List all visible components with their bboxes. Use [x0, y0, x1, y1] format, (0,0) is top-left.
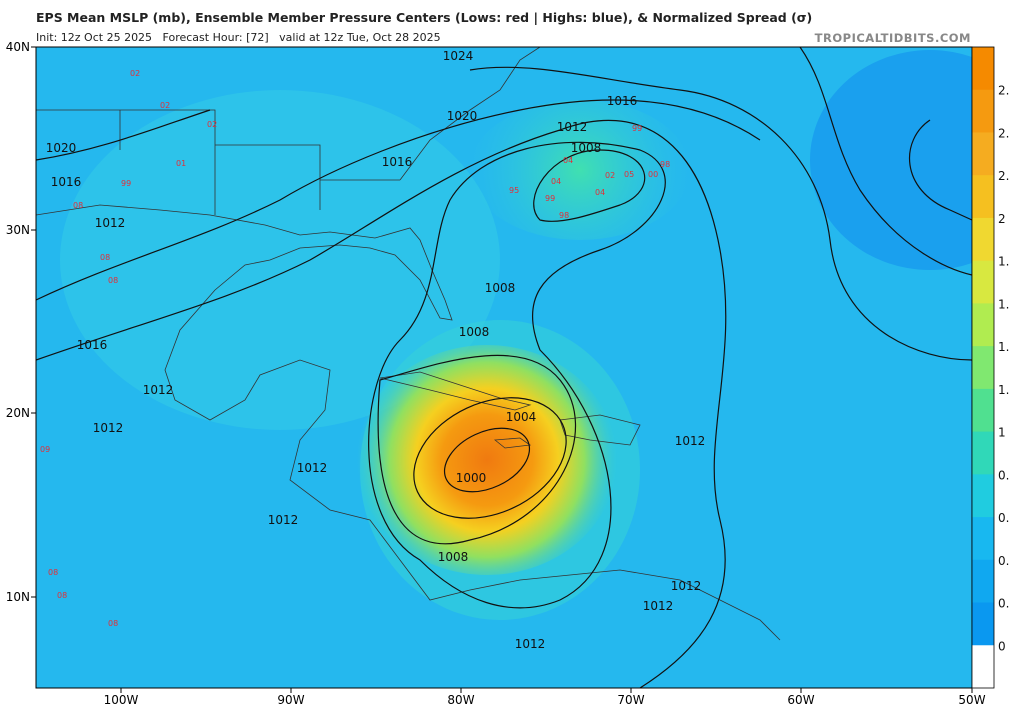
- colorbar-segment: [972, 431, 994, 475]
- colorbar-label: 2.: [998, 84, 1009, 98]
- lat-label: 30N: [6, 223, 30, 237]
- lon-label: 50W: [958, 693, 985, 707]
- colorbar-label: 1.: [998, 255, 1009, 269]
- shade: [470, 100, 690, 240]
- colorbar-label: 0.: [998, 468, 1009, 482]
- colorbar-label: 0.: [998, 511, 1009, 525]
- member-label: 99: [632, 124, 642, 133]
- colorbar-segment: [972, 346, 994, 390]
- isobar-label: 1012: [515, 637, 546, 651]
- colorbar-label: 0.: [998, 554, 1009, 568]
- isobar-label: 1012: [93, 421, 124, 435]
- member-label: 02: [207, 120, 217, 129]
- lon-label: 100W: [104, 693, 139, 707]
- member-label: 08: [108, 276, 118, 285]
- colorbar-label: 2.: [998, 126, 1009, 140]
- member-label: 04: [595, 188, 605, 197]
- isobar-label: 1020: [447, 109, 478, 123]
- member-label: 08: [100, 253, 110, 262]
- member-label: 99: [121, 179, 131, 188]
- colorbar-segment: [972, 602, 994, 646]
- isobar-label: 1000: [456, 471, 487, 485]
- colorbar-segment: [972, 47, 994, 91]
- member-label: 01: [176, 159, 186, 168]
- isobar-label: 1016: [382, 155, 413, 169]
- isobar-label: 1012: [95, 216, 126, 230]
- isobar-label: 1008: [485, 281, 516, 295]
- colorbar-segment: [972, 388, 994, 433]
- member-label: 02: [605, 171, 615, 180]
- member-label: 05: [624, 170, 634, 179]
- isobar-label: 1012: [671, 579, 702, 593]
- lat-label: 40N: [6, 40, 30, 54]
- isobar-label: 1008: [571, 141, 602, 155]
- isobar-label: 1008: [459, 325, 490, 339]
- colorbar-label: 1.: [998, 383, 1009, 397]
- spread-max: [357, 345, 617, 575]
- member-label: 98: [559, 211, 569, 220]
- member-label: 00: [648, 170, 658, 179]
- lat-label: 20N: [6, 406, 30, 420]
- colorbar-label: 2: [998, 212, 1006, 226]
- isobar-label: 1012: [268, 513, 299, 527]
- lon-label: 60W: [787, 693, 814, 707]
- colorbar-label: 1.: [998, 297, 1009, 311]
- member-label: 95: [509, 186, 519, 195]
- isobars: [36, 47, 972, 688]
- colorbar-label: 2.: [998, 169, 1009, 183]
- map-area: [36, 47, 972, 688]
- member-label: 99: [545, 194, 555, 203]
- lon-label: 80W: [447, 693, 474, 707]
- member-label: 08: [108, 619, 118, 628]
- colorbar-label: 1.: [998, 340, 1009, 354]
- member-label: 02: [160, 101, 170, 110]
- colorbar-label: 0.: [998, 597, 1009, 611]
- colorbar-label: 1: [998, 426, 1006, 440]
- isobar-label: 1016: [51, 175, 82, 189]
- member-label: 02: [130, 69, 140, 78]
- colorbar-segment: [972, 175, 994, 219]
- isobar-label: 1012: [143, 383, 174, 397]
- colorbar-segment: [972, 559, 994, 604]
- colorbar-label: 0: [998, 639, 1006, 653]
- isobar-label: 1004: [506, 410, 537, 424]
- isobar-label: 1020: [46, 141, 77, 155]
- colorbar-segment: [972, 645, 994, 689]
- subtitle: Init: 12z Oct 25 2025 Forecast Hour: [72…: [36, 31, 441, 44]
- colorbar-segment: [972, 517, 994, 561]
- member-label: 04: [551, 177, 561, 186]
- colorbar-segment: [972, 89, 994, 133]
- colorbar-frame: [971, 46, 995, 689]
- member-label: 08: [48, 568, 58, 577]
- source: TROPICALTIDBITS.COM: [814, 31, 971, 45]
- colorbar-segment: [972, 474, 994, 518]
- isobar-label: 1024: [443, 49, 474, 63]
- isobar-label: 1012: [557, 120, 588, 134]
- isobar-label: 1008: [438, 550, 469, 564]
- colorbar-segment: [972, 303, 994, 347]
- lat-label: 10N: [6, 590, 30, 604]
- isobar-label: 1016: [607, 94, 638, 108]
- title: EPS Mean MSLP (mb), Ensemble Member Pres…: [36, 10, 813, 25]
- member-label: 08: [57, 591, 67, 600]
- coastlines: [36, 47, 781, 641]
- lon-label: 90W: [277, 693, 304, 707]
- isobar-label: 1012: [675, 434, 706, 448]
- isobar-label: 1012: [643, 599, 674, 613]
- shade: [60, 90, 500, 430]
- isobar-label: 1016: [77, 338, 108, 352]
- colorbar-segment: [972, 260, 994, 304]
- member-label: 08: [73, 201, 83, 210]
- shade: [810, 50, 972, 270]
- member-label: 09: [40, 445, 50, 454]
- lon-label: 70W: [617, 693, 644, 707]
- colorbar-segment: [972, 217, 994, 262]
- colorbar-segment: [972, 132, 994, 176]
- member-label: 98: [660, 160, 670, 169]
- member-label: 04: [563, 156, 573, 165]
- isobar-label: 1012: [297, 461, 328, 475]
